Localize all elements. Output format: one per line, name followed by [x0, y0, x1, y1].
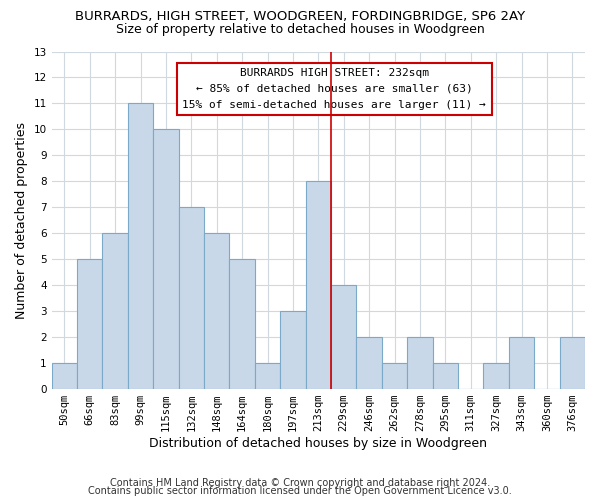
Y-axis label: Number of detached properties: Number of detached properties	[15, 122, 28, 319]
Bar	[560, 337, 585, 389]
Bar	[305, 182, 331, 389]
Bar	[153, 130, 179, 389]
Bar	[484, 363, 509, 389]
Bar	[128, 104, 153, 389]
Bar	[331, 285, 356, 389]
Bar	[52, 363, 77, 389]
Bar	[229, 259, 255, 389]
Bar	[382, 363, 407, 389]
Bar	[356, 337, 382, 389]
Text: BURRARDS, HIGH STREET, WOODGREEN, FORDINGBRIDGE, SP6 2AY: BURRARDS, HIGH STREET, WOODGREEN, FORDIN…	[75, 10, 525, 23]
Text: Contains HM Land Registry data © Crown copyright and database right 2024.: Contains HM Land Registry data © Crown c…	[110, 478, 490, 488]
Text: BURRARDS HIGH STREET: 232sqm
← 85% of detached houses are smaller (63)
15% of se: BURRARDS HIGH STREET: 232sqm ← 85% of de…	[182, 68, 486, 110]
Bar	[407, 337, 433, 389]
Bar	[103, 234, 128, 389]
Bar	[509, 337, 534, 389]
Bar	[255, 363, 280, 389]
Bar	[433, 363, 458, 389]
Text: Size of property relative to detached houses in Woodgreen: Size of property relative to detached ho…	[116, 22, 484, 36]
Bar	[204, 234, 229, 389]
Text: Contains public sector information licensed under the Open Government Licence v3: Contains public sector information licen…	[88, 486, 512, 496]
Bar	[179, 208, 204, 389]
Bar	[280, 311, 305, 389]
X-axis label: Distribution of detached houses by size in Woodgreen: Distribution of detached houses by size …	[149, 437, 487, 450]
Bar	[77, 259, 103, 389]
